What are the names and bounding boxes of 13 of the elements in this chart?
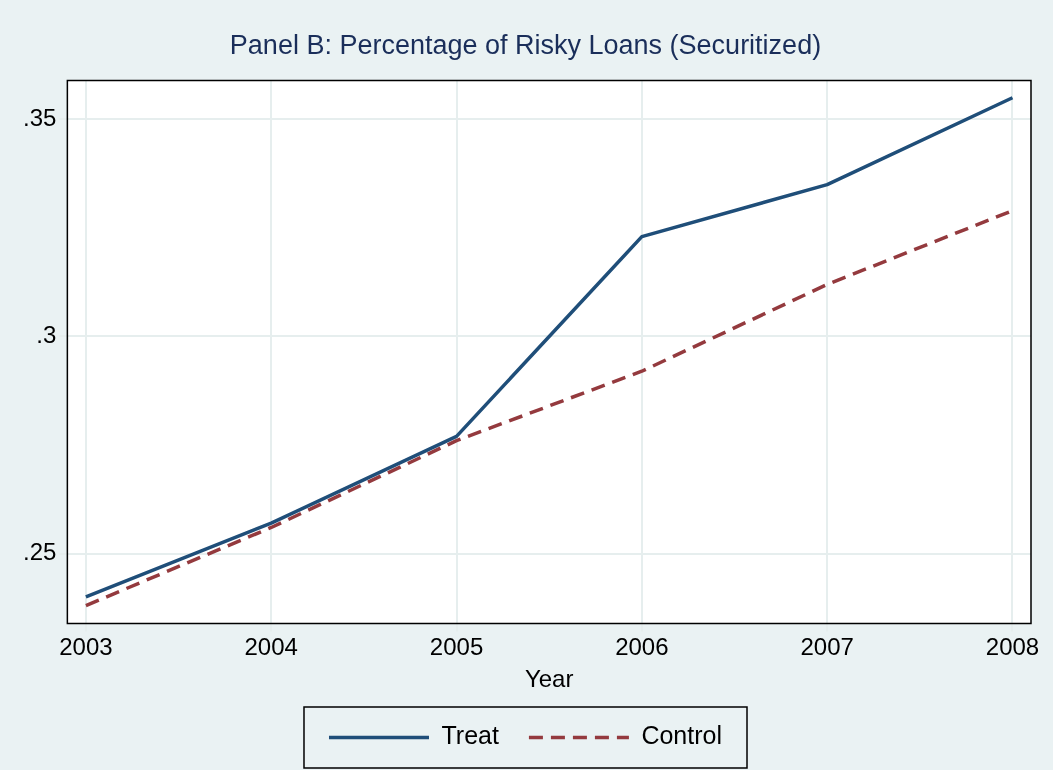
y-tick-label: .35 [22,104,57,132]
x-tick-label: 2008 [985,633,1040,661]
legend-label: Treat [441,721,499,750]
x-tick-label: 2004 [244,633,298,661]
legend-label: Control [641,721,723,750]
x-tick-label: 2003 [59,633,113,661]
chart-title: Panel B: Percentage of Risky Loans (Securitized) [229,29,822,60]
x-tick-label: 2007 [800,633,854,661]
y-tick-label: .3 [36,321,57,349]
x-axis-title: Year [524,665,574,693]
y-tick-label: .25 [22,538,57,566]
x-tick-label: 2006 [615,633,669,661]
x-tick-label: 2005 [429,633,484,661]
